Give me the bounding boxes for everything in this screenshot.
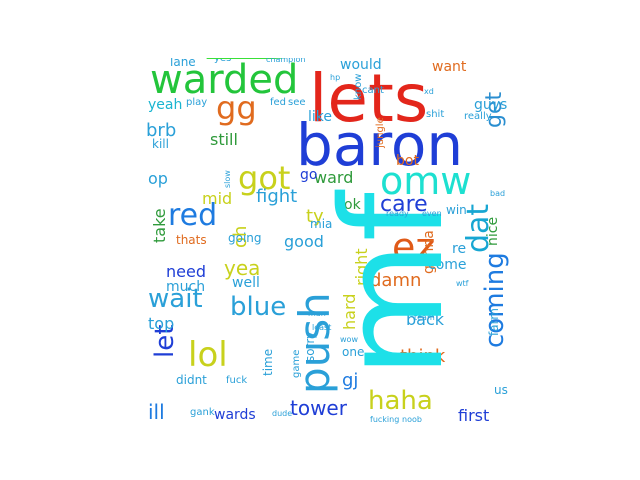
word-farm: farm bbox=[487, 308, 501, 336]
word-well: well bbox=[232, 275, 260, 291]
word-wtf: wtf bbox=[456, 279, 469, 288]
word-fed: fed bbox=[270, 97, 287, 108]
word-bad: bad bbox=[490, 189, 506, 198]
word-wards: wards bbox=[214, 407, 256, 423]
word-lets: lets bbox=[309, 60, 429, 137]
word-cloud: lets baron warded omw gg got red fight ez dat get c… bbox=[144, 58, 512, 426]
word-xd: xd bbox=[424, 87, 434, 96]
word-ult: ult bbox=[144, 58, 364, 76]
word-still: still bbox=[210, 130, 238, 149]
word-ty: ty bbox=[306, 206, 324, 227]
word-thats: thats bbox=[176, 233, 207, 247]
word-gank: gank bbox=[190, 407, 215, 418]
word-yea: yea bbox=[224, 256, 261, 280]
word-even: even bbox=[422, 209, 442, 218]
word-first: first bbox=[458, 406, 490, 425]
word-mia: mia bbox=[310, 217, 333, 231]
word-care: care bbox=[380, 192, 428, 217]
word-got: got bbox=[238, 159, 291, 197]
word-dude: dude bbox=[272, 409, 293, 418]
word-omw: omw bbox=[380, 159, 472, 203]
word-lol: lol bbox=[188, 335, 228, 375]
word-red: red bbox=[168, 198, 218, 233]
word-would: would bbox=[340, 58, 382, 73]
word-fight: fight bbox=[256, 186, 298, 207]
word-time: time bbox=[261, 348, 275, 376]
word-blue: blue bbox=[230, 292, 287, 322]
word-ez: ez bbox=[392, 225, 436, 269]
word-fuck: fuck bbox=[226, 375, 248, 386]
word-hp: hp bbox=[330, 73, 341, 82]
word-wait: wait bbox=[148, 284, 203, 314]
word-ok: ok bbox=[344, 197, 361, 213]
word-ill: ill bbox=[148, 400, 165, 424]
word-back: back bbox=[406, 310, 445, 329]
word-jungle: jungle bbox=[375, 117, 386, 148]
word-yeah: yeah bbox=[148, 97, 183, 113]
word-win: win bbox=[446, 203, 467, 217]
word-gg: gg bbox=[216, 89, 257, 127]
word-gj: gj bbox=[342, 370, 359, 391]
word-think: think bbox=[400, 346, 446, 367]
word-bot: bot bbox=[396, 153, 419, 169]
word-baron: baron bbox=[296, 111, 464, 179]
word-good: good bbox=[284, 232, 324, 251]
word-team: team bbox=[414, 313, 435, 322]
word-wow: wow bbox=[340, 335, 358, 344]
word-least: least bbox=[312, 323, 332, 332]
word-haha: haha bbox=[368, 386, 433, 416]
word-mid: mid bbox=[202, 189, 233, 208]
word-op: op bbox=[148, 169, 168, 188]
word-take: take bbox=[150, 208, 169, 243]
word-man: man bbox=[308, 309, 326, 318]
word-come: come bbox=[428, 257, 467, 273]
word-ready: ready bbox=[386, 209, 409, 218]
word-didnt: didnt bbox=[176, 373, 207, 387]
word-like: like bbox=[308, 109, 333, 125]
word-guys: guys bbox=[474, 97, 508, 113]
word-shit: shit bbox=[426, 109, 445, 120]
word-cant: cant bbox=[362, 85, 384, 96]
word-brb: brb bbox=[146, 120, 177, 141]
word-lane: lane bbox=[170, 58, 196, 69]
word-see: see bbox=[288, 97, 306, 108]
word-nice: nice bbox=[485, 216, 501, 246]
word-going: going bbox=[228, 231, 262, 245]
word-damn: damn bbox=[370, 270, 422, 291]
word-mf: mf bbox=[312, 192, 475, 378]
word-us: us bbox=[494, 383, 508, 397]
word-go: go bbox=[300, 167, 318, 183]
word-noob: noob bbox=[402, 415, 422, 424]
word-top: top bbox=[148, 314, 175, 333]
word-need: need bbox=[166, 262, 206, 281]
word-kill: kill bbox=[152, 137, 169, 151]
word-warded: warded bbox=[150, 58, 299, 103]
word-tower: tower bbox=[290, 396, 347, 420]
word-fucking: fucking bbox=[370, 415, 400, 424]
word-want: want bbox=[432, 59, 467, 75]
word-re: re bbox=[452, 241, 467, 257]
word-slow: slow bbox=[223, 170, 232, 188]
word-champion: champion bbox=[266, 58, 306, 64]
word-ward: ward bbox=[314, 168, 354, 187]
word-yes: yes bbox=[214, 58, 232, 64]
word-one: one bbox=[342, 345, 365, 359]
word-much: much bbox=[166, 279, 206, 295]
word-play: play bbox=[186, 97, 208, 108]
word-really: really bbox=[464, 111, 492, 122]
